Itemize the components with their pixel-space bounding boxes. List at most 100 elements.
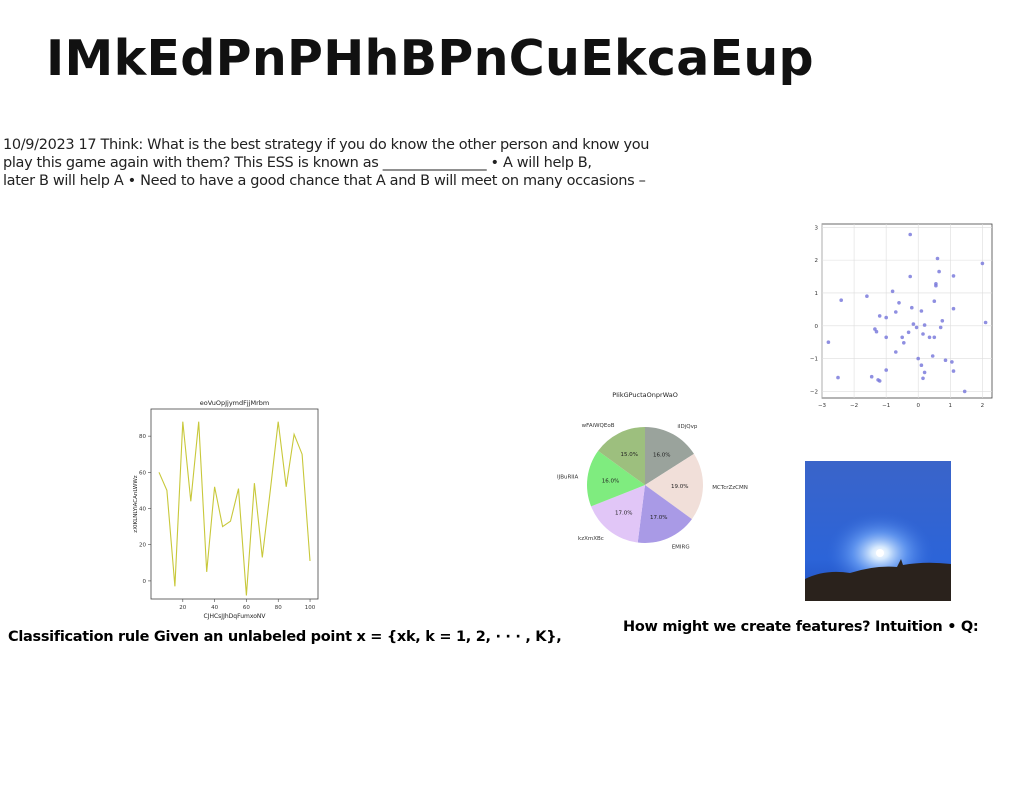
y-tick-label: 1 <box>815 291 819 297</box>
scatter-point <box>921 332 925 336</box>
slice-label: kzXmXBc <box>578 536 604 542</box>
slice-label: wFAiWQEoB <box>582 423 615 429</box>
slice-percent: 16.0% <box>653 453 670 459</box>
sun-icon <box>876 549 884 557</box>
slice-percent: 17.0% <box>615 511 632 517</box>
scatter-point <box>951 369 956 373</box>
y-tick-label: −2 <box>810 389 818 395</box>
x-tick-label: 40 <box>211 605 218 611</box>
y-tick-label: 2 <box>815 258 819 264</box>
scatter-point <box>865 294 869 298</box>
scatter-point <box>884 315 888 320</box>
scatter-point <box>938 325 943 330</box>
scatter-point <box>911 322 916 326</box>
scatter-point <box>940 319 945 323</box>
scatter-point <box>890 289 895 294</box>
y-tick-label: 80 <box>139 434 146 440</box>
x-axis-label: CJHCsJJhDqFumxoNV <box>204 613 267 620</box>
scatter-point <box>916 356 920 361</box>
scatter-point <box>900 335 904 340</box>
scatter-point <box>983 320 988 325</box>
scatter-point <box>932 335 937 340</box>
scatter-point <box>937 269 941 274</box>
y-tick-label: −1 <box>810 357 818 363</box>
slice-percent: 17.0% <box>650 515 667 521</box>
scatter-point <box>894 350 898 354</box>
y-tick-label: 3 <box>815 225 819 231</box>
x-tick-label: −3 <box>818 403 827 409</box>
plot-frame <box>821 223 993 399</box>
scatter-point <box>935 256 940 261</box>
y-tick-label: 0 <box>143 579 147 585</box>
x-tick-label: 1 <box>949 403 953 409</box>
scatter-point <box>910 305 914 310</box>
scatter-point <box>930 354 935 358</box>
x-tick-label: 100 <box>305 605 316 611</box>
pie-slice <box>598 427 645 485</box>
chart-title: eoVuOpJjymdFjjMrbm <box>200 399 269 407</box>
scatter-point <box>869 374 874 379</box>
scatter-point <box>836 375 840 380</box>
scatter-point <box>908 274 912 279</box>
scatter-point <box>951 306 956 311</box>
scatter-point <box>980 261 985 266</box>
scatter-point <box>897 301 901 305</box>
scatter-point <box>962 389 967 394</box>
caption-right: How might we create features? Intuition … <box>623 619 979 635</box>
x-tick-label: −2 <box>850 403 858 409</box>
x-tick-label: 20 <box>179 605 186 611</box>
pie-chart: PIikGPuctaOnprWaO 16.0% iIDjQvp 19.0% MCTcrZ… <box>557 391 748 551</box>
scatter-point <box>874 329 879 334</box>
chart-title: PIikGPuctaOnprWaO <box>612 391 678 399</box>
scatter-point <box>906 330 911 335</box>
scatter-point <box>934 283 938 288</box>
series-line <box>158 421 311 596</box>
pie-slice <box>591 485 645 543</box>
scatter-point <box>922 323 927 327</box>
scatter-point <box>894 310 898 314</box>
pie-slice <box>645 453 703 520</box>
x-tick-label: 0 <box>916 403 920 409</box>
scatter-point <box>932 299 937 303</box>
scatter-point <box>884 335 888 340</box>
sunset-photo <box>805 461 951 601</box>
scatter-point <box>908 232 912 237</box>
scatter-point <box>927 335 932 340</box>
scatter-point <box>922 370 927 375</box>
slice-label: MCTcrZzCMN <box>712 485 748 491</box>
body-line: play this game again with them? This ESS… <box>3 155 592 171</box>
pie-slice <box>637 485 692 543</box>
scatter-point <box>921 376 925 381</box>
scatter-point <box>914 325 919 330</box>
x-tick-label: 2 <box>981 403 985 409</box>
body-line: later B will help A • Need to have a goo… <box>3 173 646 189</box>
scatter-point <box>902 341 906 345</box>
pie-slice <box>586 450 645 507</box>
y-axis-label: zXIKLNLYlACAnLWWz <box>133 475 139 532</box>
scatter-point <box>877 379 882 383</box>
scatter-point <box>943 358 948 362</box>
scatter-point <box>873 327 877 331</box>
slice-label: iIDjQvp <box>677 424 697 430</box>
scatter-chart: −3 −2 −1 0 1 2 −2 −1 0 1 2 3 <box>810 223 993 409</box>
slice-percent: 15.0% <box>620 452 637 458</box>
line-chart: eoVuOpJjymdFjjMrbm 20 40 60 80 100 0 20 40 60 80 CJ… <box>133 399 319 620</box>
body-line: 10/9/2023 17 Think: What is the best str… <box>3 137 650 153</box>
scatter-point <box>951 274 956 278</box>
body-paragraph: 10/9/2023 17 Think: What is the best str… <box>3 136 693 190</box>
scatter-point <box>877 314 882 318</box>
ground-silhouette <box>805 559 951 601</box>
scatter-point <box>950 360 954 364</box>
scatter-point <box>839 298 843 302</box>
slice-percent: 16.0% <box>602 479 619 485</box>
slice-label: EMIRG <box>672 545 690 551</box>
pie-slice <box>645 427 694 485</box>
slice-percent: 19.0% <box>671 484 688 490</box>
scatter-point <box>884 368 888 372</box>
x-tick-label: −1 <box>882 403 890 409</box>
page-title: IMkEdPnPHhBPnCuEkcaEup <box>46 30 814 87</box>
y-tick-label: 40 <box>139 507 146 513</box>
x-tick-label: 80 <box>275 605 282 611</box>
caption-left: Classification rule Given an unlabeled p… <box>8 629 562 645</box>
scatter-point <box>919 363 924 367</box>
